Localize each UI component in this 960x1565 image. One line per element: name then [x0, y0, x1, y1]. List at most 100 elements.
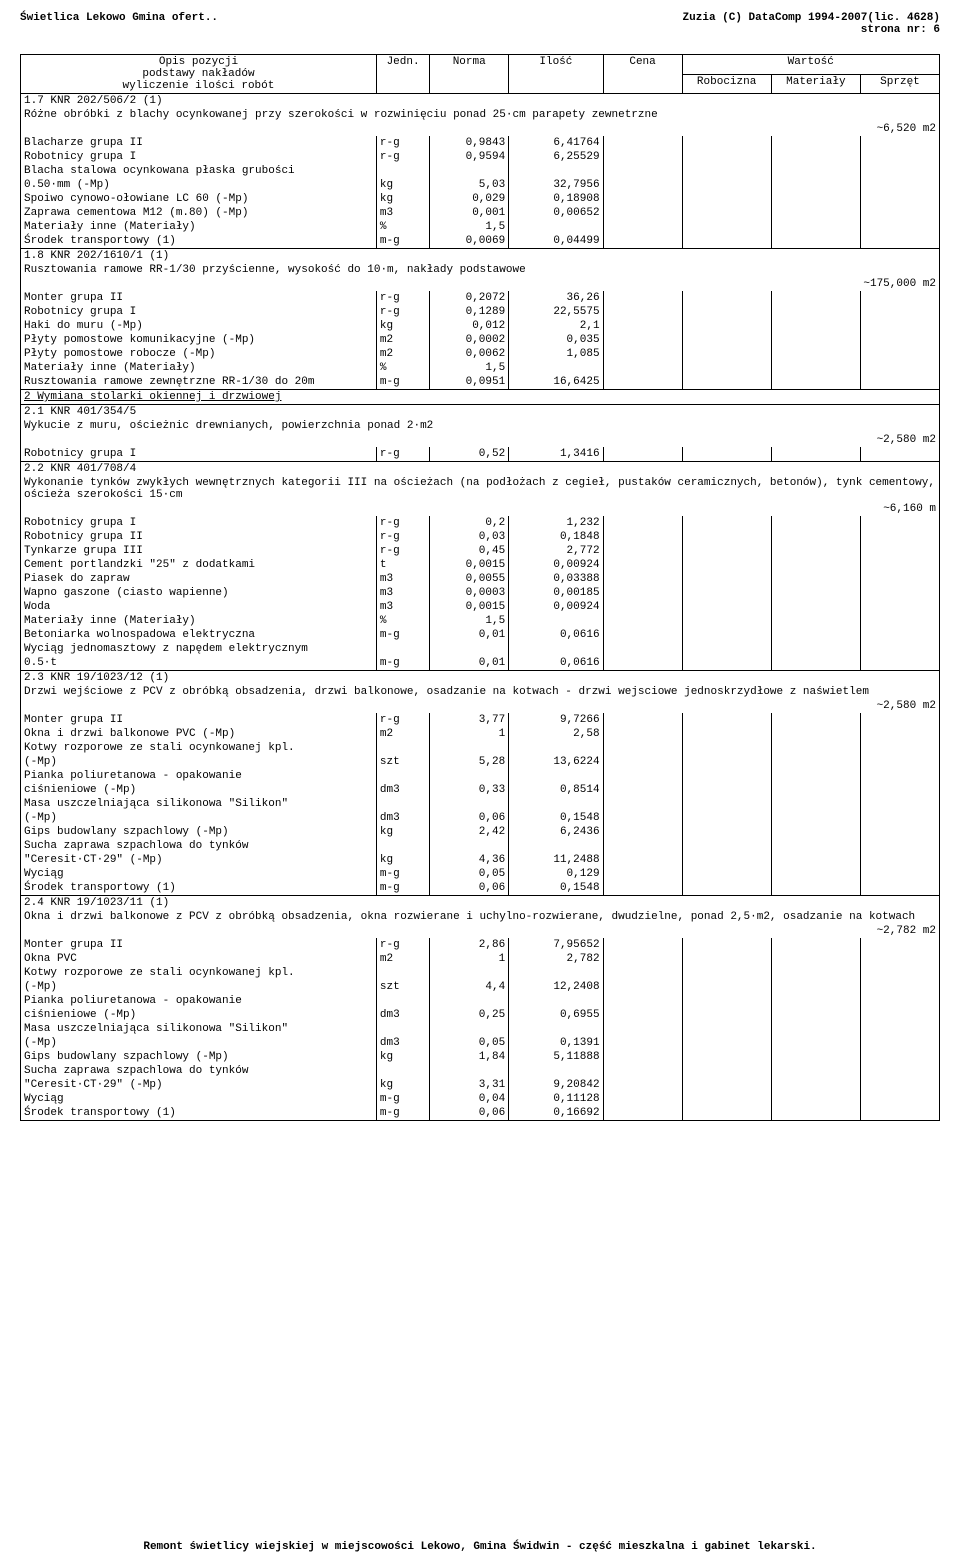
cell-jedn: kg	[376, 853, 429, 867]
cell-norma: 3,77	[430, 713, 509, 727]
cell-jedn	[376, 1022, 429, 1036]
cell-ilosc: 0,8514	[509, 783, 603, 797]
cell-opis: Monter grupa II	[21, 713, 377, 727]
cell-norma: 0,0069	[430, 234, 509, 249]
cell-empty	[603, 305, 682, 319]
cell-jedn: r-g	[376, 136, 429, 150]
cell-opis: Materiały inne (Materiały)	[21, 220, 377, 234]
cell-norma: 1	[430, 952, 509, 966]
cell-empty	[771, 797, 860, 811]
cell-empty	[771, 319, 860, 333]
cell-empty	[771, 755, 860, 769]
cell-empty	[603, 319, 682, 333]
table-row: Blacharze grupa IIr-g0,98436,41764	[21, 136, 940, 150]
cost-table: Opis pozycji podstawy nakładów wyliczeni…	[20, 54, 940, 1121]
cell-norma: 0,9594	[430, 150, 509, 164]
cell-empty	[682, 994, 771, 1008]
cell-empty	[771, 586, 860, 600]
cell-ilosc: 0,18908	[509, 192, 603, 206]
section-qty: ~2,782 m2	[21, 924, 940, 938]
cell-opis: Masa uszczelniająca silikonowa "Silikon"	[21, 797, 377, 811]
cell-empty	[603, 375, 682, 390]
cell-empty	[603, 825, 682, 839]
table-row: Okna i drzwi balkonowe PVC (-Mp)m212,58	[21, 727, 940, 741]
cell-empty	[603, 966, 682, 980]
cell-empty	[860, 291, 939, 305]
cell-empty	[860, 600, 939, 614]
cell-empty	[682, 558, 771, 572]
cell-jedn: r-g	[376, 291, 429, 305]
cell-empty	[682, 586, 771, 600]
cell-ilosc: 0,00652	[509, 206, 603, 220]
section-desc: Rusztowania ramowe RR-1/30 przyścienne, …	[21, 263, 940, 277]
cell-norma: 0,0055	[430, 572, 509, 586]
table-row: Monter grupa IIr-g0,207236,26	[21, 291, 940, 305]
section-qty: ~6,520 m2	[21, 122, 940, 136]
section-desc-row: Różne obróbki z blachy ocynkowanej przy …	[21, 108, 940, 122]
hdr-wartosc: Wartość	[682, 55, 939, 75]
table-row: (-Mp)szt4,412,2408	[21, 980, 940, 994]
cell-opis: Zaprawa cementowa M12 (m.80) (-Mp)	[21, 206, 377, 220]
cell-empty	[603, 783, 682, 797]
cell-empty	[682, 1078, 771, 1092]
section-qty: ~2,580 m2	[21, 699, 940, 713]
cell-opis: Robotnicy grupa I	[21, 150, 377, 164]
cell-norma: 0,0015	[430, 600, 509, 614]
cell-empty	[771, 178, 860, 192]
cell-empty	[682, 938, 771, 952]
cell-norma: 0,06	[430, 811, 509, 825]
cell-norma: 0,06	[430, 881, 509, 896]
cell-jedn: szt	[376, 980, 429, 994]
cell-empty	[603, 1036, 682, 1050]
cell-jedn: m-g	[376, 375, 429, 390]
cell-empty	[860, 980, 939, 994]
cell-jedn: m-g	[376, 867, 429, 881]
cell-empty	[860, 530, 939, 544]
section-qty-row: ~2,782 m2	[21, 924, 940, 938]
cell-empty	[860, 642, 939, 656]
section-title-row: 2.3 KNR 19/1023/12 (1)	[21, 671, 940, 686]
table-row: Robotnicy grupa Ir-g0,128922,5575	[21, 305, 940, 319]
cell-jedn: m3	[376, 586, 429, 600]
cell-opis: Kotwy rozporowe ze stali ocynkowanej kpl…	[21, 741, 377, 755]
hdr-norma: Norma	[430, 55, 509, 94]
cell-empty	[603, 361, 682, 375]
section-title: 2.3 KNR 19/1023/12 (1)	[21, 671, 940, 686]
cell-empty	[771, 1036, 860, 1050]
cell-empty	[603, 811, 682, 825]
cell-empty	[603, 516, 682, 530]
cell-empty	[771, 361, 860, 375]
cell-empty	[682, 839, 771, 853]
cell-jedn: m3	[376, 572, 429, 586]
cell-empty	[771, 642, 860, 656]
cell-ilosc: 7,95652	[509, 938, 603, 952]
cell-norma: 0,25	[430, 1008, 509, 1022]
table-row: Robotnicy grupa IIr-g0,030,1848	[21, 530, 940, 544]
cell-jedn: %	[376, 361, 429, 375]
section-desc-row: Wykucie z muru, ościeżnic drewnianych, p…	[21, 419, 940, 433]
cell-empty	[860, 305, 939, 319]
cell-empty	[682, 783, 771, 797]
cell-ilosc: 0,03388	[509, 572, 603, 586]
cell-empty	[860, 178, 939, 192]
cell-norma	[430, 797, 509, 811]
cell-norma: 0,0015	[430, 558, 509, 572]
cell-empty	[771, 150, 860, 164]
cell-ilosc	[509, 839, 603, 853]
cell-ilosc: 0,04499	[509, 234, 603, 249]
section-desc-row: Drzwi wejściowe z PCV z obróbką obsadzen…	[21, 685, 940, 699]
cell-norma	[430, 966, 509, 980]
section-title-row: 1.7 KNR 202/506/2 (1)	[21, 94, 940, 109]
cell-empty	[682, 305, 771, 319]
cell-empty	[603, 642, 682, 656]
section-qty: ~175,000 m2	[21, 277, 940, 291]
cell-opis: Okna PVC	[21, 952, 377, 966]
cell-norma: 0,06	[430, 1106, 509, 1121]
cell-empty	[603, 881, 682, 896]
cell-empty	[771, 572, 860, 586]
cell-empty	[603, 333, 682, 347]
cell-opis: 0.50·mm (-Mp)	[21, 178, 377, 192]
cell-empty	[771, 1064, 860, 1078]
table-row: Robotnicy grupa Ir-g0,21,232	[21, 516, 940, 530]
table-row: Wyciąg jednomasztowy z napędem elektrycz…	[21, 642, 940, 656]
